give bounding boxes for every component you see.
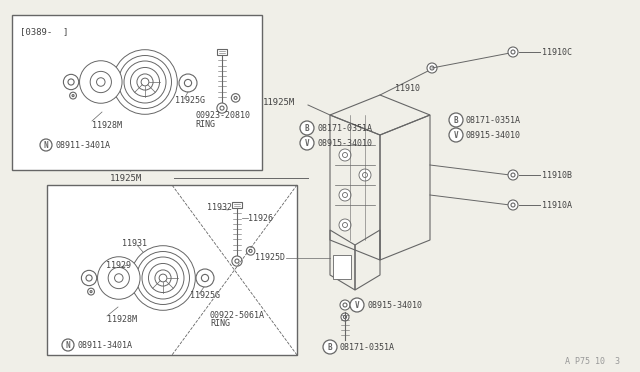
Circle shape (362, 173, 367, 177)
Text: 11932: 11932 (207, 202, 232, 212)
Circle shape (508, 200, 518, 210)
Text: 11910A: 11910A (542, 201, 572, 209)
Circle shape (350, 298, 364, 312)
Circle shape (86, 275, 92, 281)
Bar (333, 255, 351, 279)
Circle shape (508, 47, 518, 57)
Text: 08171-0351A: 08171-0351A (466, 115, 521, 125)
Text: 11931: 11931 (122, 238, 147, 247)
Circle shape (179, 74, 197, 92)
Circle shape (217, 103, 227, 113)
Circle shape (79, 61, 122, 103)
Circle shape (339, 149, 351, 161)
Circle shape (511, 173, 515, 177)
Circle shape (108, 267, 129, 289)
Circle shape (62, 339, 74, 351)
Circle shape (508, 170, 518, 180)
Circle shape (339, 189, 351, 201)
Circle shape (231, 94, 240, 102)
Text: V: V (355, 301, 359, 310)
Bar (47, 185, 297, 355)
Text: 11928M: 11928M (92, 121, 122, 129)
Text: 00922-5061A: 00922-5061A (210, 311, 265, 320)
Bar (232, 202, 242, 208)
Circle shape (234, 96, 237, 99)
Text: 00923-20810: 00923-20810 (195, 110, 250, 119)
Circle shape (300, 121, 314, 135)
Circle shape (343, 303, 347, 307)
Circle shape (131, 246, 195, 310)
Circle shape (449, 128, 463, 142)
Circle shape (342, 153, 348, 157)
Circle shape (449, 113, 463, 127)
Text: 11929: 11929 (106, 260, 131, 269)
Text: 11925M: 11925M (263, 97, 295, 106)
Text: A P75 10  3: A P75 10 3 (565, 357, 620, 366)
Text: B: B (328, 343, 332, 352)
Text: V: V (454, 131, 458, 140)
Text: 11925G: 11925G (175, 96, 205, 105)
Text: V: V (305, 138, 309, 148)
Circle shape (97, 78, 105, 86)
Circle shape (341, 313, 349, 321)
Circle shape (511, 50, 515, 54)
Circle shape (88, 288, 95, 295)
Circle shape (81, 270, 97, 286)
Circle shape (113, 50, 177, 114)
Text: 08171-0351A: 08171-0351A (340, 343, 395, 352)
Circle shape (70, 92, 76, 99)
Text: 11925D: 11925D (255, 253, 285, 263)
Circle shape (90, 71, 111, 93)
Circle shape (202, 275, 209, 282)
Text: N: N (66, 340, 70, 350)
Text: 08911-3401A: 08911-3401A (77, 340, 132, 350)
Circle shape (249, 249, 252, 252)
Text: 11910: 11910 (395, 83, 420, 93)
Circle shape (359, 169, 371, 181)
Text: 11926: 11926 (248, 214, 273, 222)
Text: 11910B: 11910B (542, 170, 572, 180)
Text: 08911-3401A: 08911-3401A (55, 141, 110, 150)
Text: 11910C: 11910C (542, 48, 572, 57)
Text: B: B (454, 115, 458, 125)
Circle shape (323, 340, 337, 354)
Circle shape (430, 66, 434, 70)
Text: B: B (305, 124, 309, 132)
Text: 08915-34010: 08915-34010 (367, 301, 422, 310)
Text: RING: RING (210, 320, 230, 328)
Circle shape (511, 203, 515, 207)
Circle shape (342, 192, 348, 198)
Circle shape (40, 139, 52, 151)
Text: N: N (44, 141, 48, 150)
Circle shape (235, 259, 239, 263)
Circle shape (246, 247, 255, 255)
Text: RING: RING (195, 119, 215, 128)
Circle shape (427, 63, 437, 73)
Text: 11925M: 11925M (110, 173, 142, 183)
Circle shape (220, 106, 224, 110)
Circle shape (232, 256, 242, 266)
Circle shape (184, 79, 191, 87)
Circle shape (196, 269, 214, 287)
Text: 08915-34010: 08915-34010 (466, 131, 521, 140)
Circle shape (344, 315, 347, 318)
Text: 08171-0351A: 08171-0351A (317, 124, 372, 132)
Circle shape (115, 274, 123, 282)
Bar (12, 15, 262, 170)
Circle shape (342, 222, 348, 228)
Circle shape (340, 300, 350, 310)
Circle shape (300, 136, 314, 150)
Circle shape (97, 257, 140, 299)
Circle shape (90, 291, 92, 293)
Circle shape (68, 79, 74, 85)
Circle shape (63, 74, 79, 90)
Text: 11925G: 11925G (190, 291, 220, 299)
Bar (217, 49, 227, 55)
Circle shape (339, 219, 351, 231)
Circle shape (72, 94, 74, 97)
Text: 08915-34010: 08915-34010 (317, 138, 372, 148)
Text: 11928M: 11928M (107, 315, 137, 324)
Text: [0389-  ]: [0389- ] (20, 27, 68, 36)
